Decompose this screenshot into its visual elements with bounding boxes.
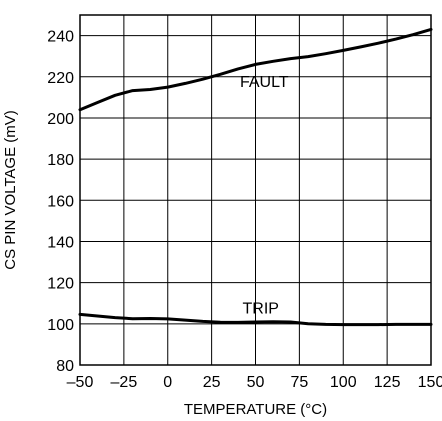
x-tick-label: 0	[163, 374, 172, 391]
x-tick-label: 100	[330, 374, 357, 391]
y-tick-label: 140	[47, 234, 74, 251]
x-axis-label: TEMPERATURE (°C)	[184, 401, 327, 418]
y-tick-label: 240	[47, 29, 74, 46]
x-tick-label: –25	[111, 374, 138, 391]
series-line-trip	[78, 312, 433, 327]
y-axis-label: CS PIN VOLTAGE (mV)	[2, 110, 19, 269]
x-tick-label: 50	[247, 374, 265, 391]
plot-frame	[79, 14, 432, 366]
x-tick-label: 150	[418, 374, 442, 391]
x-tick-label: 75	[290, 374, 308, 391]
y-tick-label: 80	[56, 358, 74, 375]
x-tick-label: 125	[374, 374, 401, 391]
series-line-fault	[78, 27, 433, 112]
x-tick-label: –50	[67, 374, 94, 391]
tick-labels: –50 –25 0 25 50 75 100 125 150 80 100 120 140 160 180 2…	[47, 29, 442, 391]
y-tick-label: 100	[47, 317, 74, 334]
y-tick-label: 220	[47, 70, 74, 87]
y-tick-label: 120	[47, 276, 74, 293]
grid	[79, 15, 432, 366]
annotation-trip: TRIP	[243, 301, 279, 318]
series-layer	[78, 27, 433, 327]
y-tick-label: 160	[47, 193, 74, 210]
x-tick-label: 25	[203, 374, 221, 391]
annotations: FAULT TRIP	[240, 74, 289, 317]
y-tick-label: 200	[47, 111, 74, 128]
annotation-fault: FAULT	[240, 74, 289, 91]
y-tick-label: 180	[47, 152, 74, 169]
